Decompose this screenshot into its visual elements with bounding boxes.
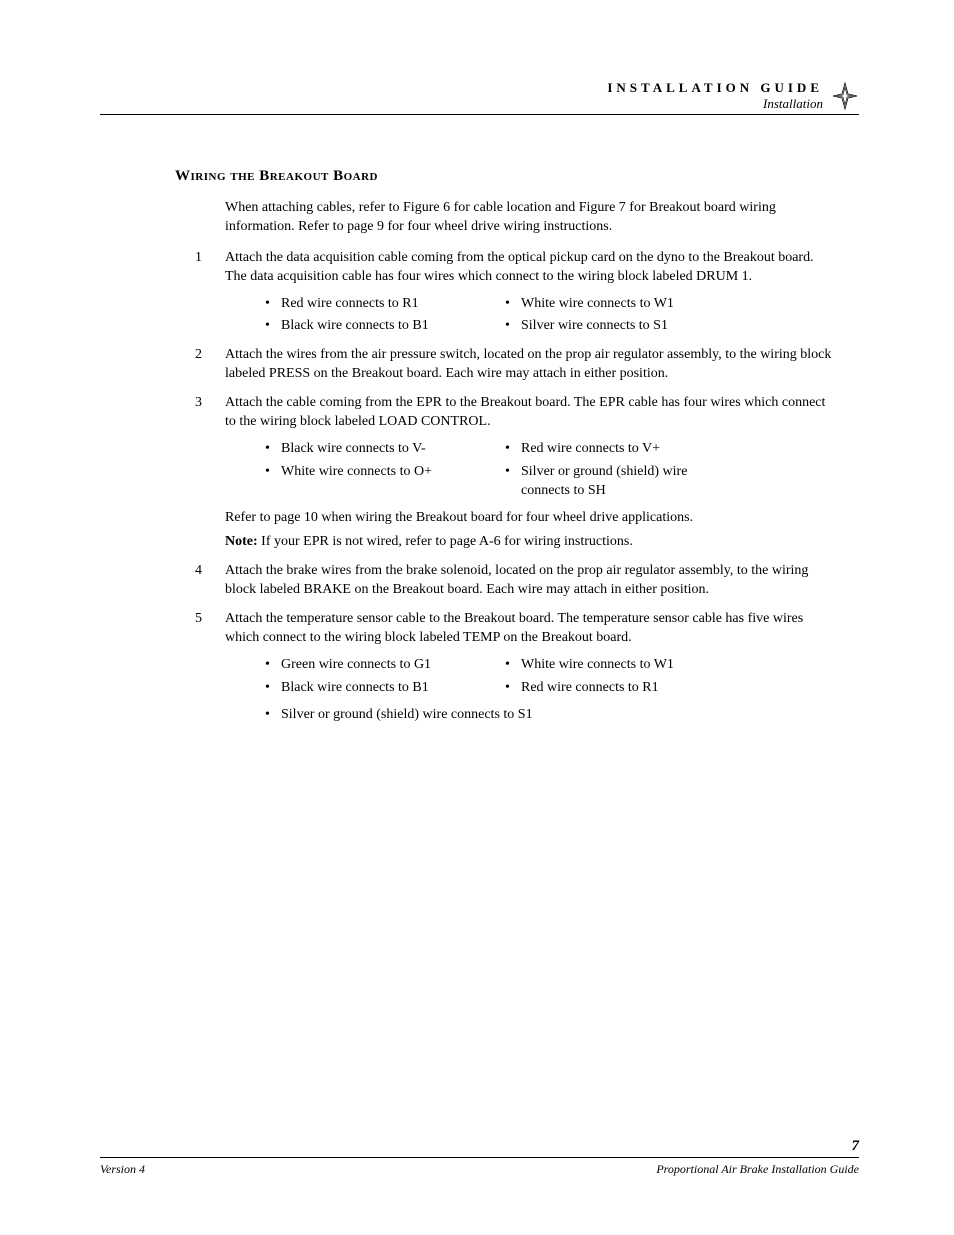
header-rule: [100, 114, 859, 115]
wire-cell: Silver wire connects to S1: [505, 317, 735, 336]
wire-cell: White wire connects to W1: [505, 656, 735, 675]
wire-cell: Black wire connects to B1: [265, 317, 495, 336]
footer-right: Proportional Air Brake Installation Guid…: [656, 1162, 859, 1177]
footer-left: Version 4: [100, 1162, 145, 1177]
step-number: 4: [195, 562, 215, 581]
step-text: Attach the cable coming from the EPR to …: [225, 395, 825, 429]
step-number: 5: [195, 610, 215, 629]
page-footer: Version 4 Proportional Air Brake Install…: [100, 1157, 859, 1177]
intro-paragraph: When attaching cables, refer to Figure 6…: [225, 199, 834, 237]
wire-cell: Black wire connects to B1: [265, 679, 495, 698]
section-heading: Wiring the Breakout Board: [175, 168, 834, 185]
steps-list: 1 Attach the data acquisition cable comi…: [195, 249, 834, 725]
step-number: 2: [195, 346, 215, 365]
compass-icon: [831, 81, 859, 111]
step-3: 3 Attach the cable coming from the EPR t…: [195, 394, 834, 552]
wire-grid-5b: Silver or ground (shield) wire connects …: [265, 706, 834, 725]
wire-cell: Green wire connects to G1: [265, 656, 495, 675]
wire-cell: Silver or ground (shield) wire connects …: [265, 706, 725, 725]
wire-cell: White wire connects to O+: [265, 463, 495, 501]
note-label: Note:: [225, 534, 258, 549]
footer-row: Version 4 Proportional Air Brake Install…: [100, 1162, 859, 1177]
note-text: If your EPR is not wired, refer to page …: [258, 534, 633, 549]
doc-title: INSTALLATION GUIDE: [607, 80, 823, 96]
wire-cell: Red wire connects to R1: [265, 295, 495, 314]
page-number: 7: [852, 1138, 860, 1155]
step-3-after: Refer to page 10 when wiring the Breakou…: [225, 509, 834, 528]
content: Wiring the Breakout Board When attaching…: [175, 168, 834, 735]
step-text: Attach the wires from the air pressure s…: [225, 347, 831, 381]
wire-grid-5: Green wire connects to G1 White wire con…: [265, 656, 834, 698]
page: INSTALLATION GUIDE Installation Wiring t…: [0, 0, 954, 1235]
wire-cell: Silver or ground (shield) wire connects …: [505, 463, 735, 501]
step-4: 4 Attach the brake wires from the brake …: [195, 562, 834, 600]
header-top-row: INSTALLATION GUIDE Installation: [100, 80, 859, 112]
step-text: Attach the brake wires from the brake so…: [225, 563, 808, 597]
step-text: Attach the data acquisition cable coming…: [225, 250, 814, 284]
step-3-note: Note: If your EPR is not wired, refer to…: [225, 533, 834, 552]
wire-cell: White wire connects to W1: [505, 295, 735, 314]
wire-cell: Red wire connects to R1: [505, 679, 735, 698]
step-2: 2 Attach the wires from the air pressure…: [195, 346, 834, 384]
step-5: 5 Attach the temperature sensor cable to…: [195, 610, 834, 724]
footer-rule: [100, 1157, 859, 1158]
step-text: Attach the temperature sensor cable to t…: [225, 611, 803, 645]
step-number: 3: [195, 394, 215, 413]
wire-grid-1: Red wire connects to R1 White wire conne…: [265, 295, 834, 337]
step-number: 1: [195, 249, 215, 268]
page-header: INSTALLATION GUIDE Installation: [100, 80, 859, 115]
header-text-block: INSTALLATION GUIDE Installation: [607, 80, 823, 112]
doc-section: Installation: [763, 96, 823, 112]
wire-cell: Black wire connects to V-: [265, 440, 495, 459]
wire-grid-3: Black wire connects to V- Red wire conne…: [265, 440, 834, 501]
wire-cell: Red wire connects to V+: [505, 440, 735, 459]
step-1: 1 Attach the data acquisition cable comi…: [195, 249, 834, 337]
